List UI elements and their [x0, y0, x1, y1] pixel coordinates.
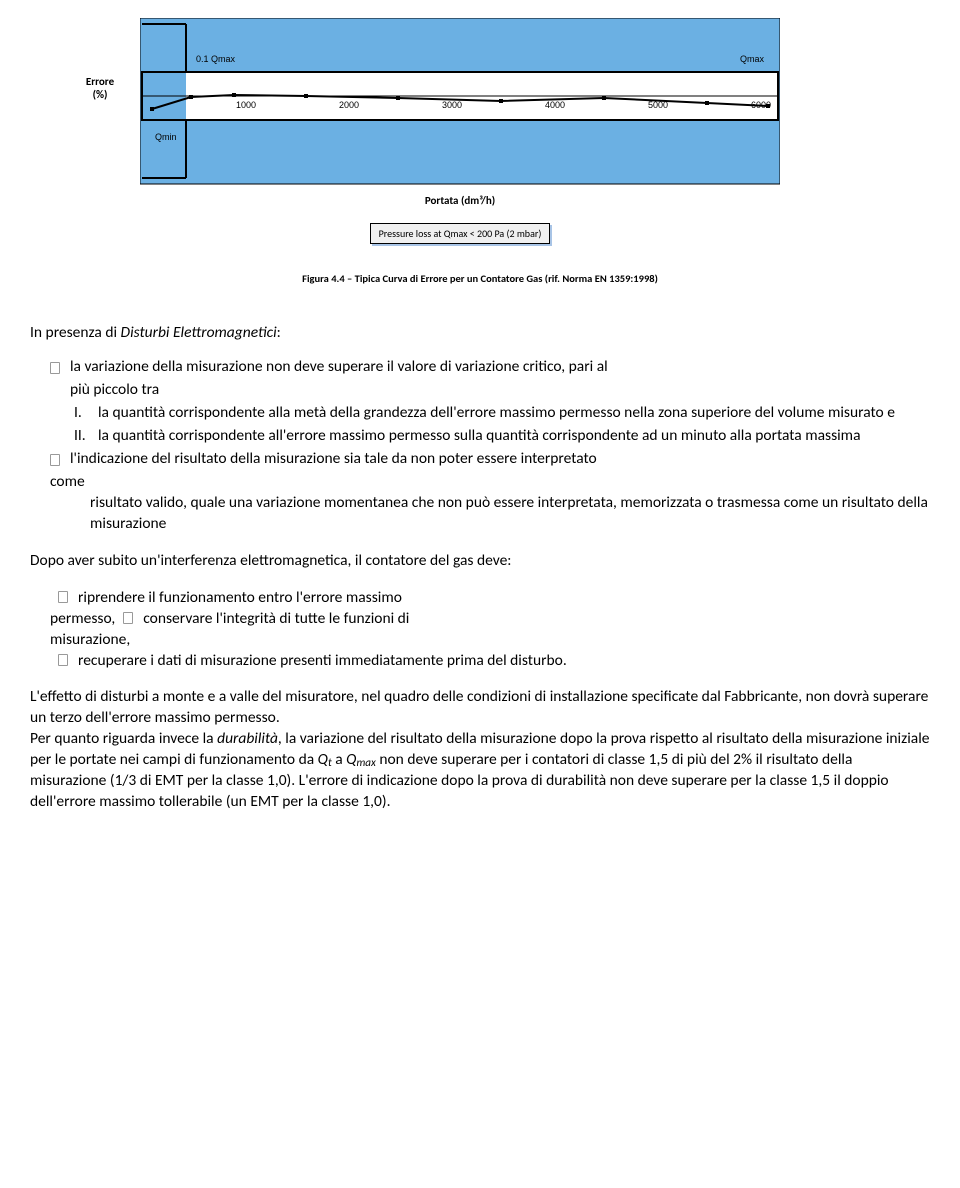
- b1-text: la variazione della misurazione non deve…: [70, 357, 608, 376]
- l2-1b-text: conservare l'integrità di tutte le funzi…: [143, 609, 409, 628]
- qmax: Q: [346, 750, 356, 769]
- bullet-1: la variazione della misurazione non deve…: [50, 357, 930, 378]
- b1-cont: più piccolo tra: [30, 380, 930, 401]
- heading-post: :: [277, 323, 281, 342]
- svg-text:2000: 2000: [339, 100, 359, 110]
- roman-1-text: la quantità corrispondente alla metà del…: [98, 403, 895, 422]
- bullet-2: l'indicazione del risultato della misura…: [50, 449, 930, 470]
- svg-text:3000: 3000: [442, 100, 462, 110]
- l2-line4: recuperare i dati di misurazione present…: [50, 651, 930, 672]
- y-axis-label: Errore (%): [75, 76, 125, 101]
- section-heading: In presenza di Disturbi Elettromagnetici…: [30, 323, 930, 344]
- l2-1b-pre: permesso,: [50, 609, 115, 628]
- l2-line3: misurazione,: [50, 630, 930, 651]
- para-after-1: Dopo aver subito un'interferenza elettro…: [30, 551, 930, 572]
- roman-list: I.la quantità corrispondente alla metà d…: [30, 403, 930, 447]
- b2-after: risultato valido, quale una variazione m…: [30, 493, 930, 535]
- ylabel-line1: Errore: [86, 75, 114, 88]
- svg-text:4000: 4000: [545, 100, 565, 110]
- svg-text:1000: 1000: [236, 100, 256, 110]
- bullet-list-2: riprendere il funzionamento entro l'erro…: [30, 588, 930, 672]
- pressure-loss-box: Pressure loss at Qmax < 200 Pa (2 mbar): [370, 223, 551, 245]
- figure-caption: Figura 4.4 – Tipica Curva di Errore per …: [30, 272, 930, 286]
- qt: Q: [318, 750, 328, 769]
- fp2a: Per quanto riguarda invece la: [30, 729, 217, 748]
- svg-text:Qmin: Qmin: [155, 132, 177, 142]
- x-axis-label: Portata (dm³/h): [140, 194, 780, 209]
- bullet-list-1b: l'indicazione del risultato della misura…: [30, 449, 930, 470]
- roman-2-text: la quantità corrispondente all'errore ma…: [98, 426, 861, 445]
- bullet-list-1: la variazione della misurazione non deve…: [30, 357, 930, 378]
- chart-container: Errore (%) 3 2 1 0 -1 -2 -3: [140, 18, 780, 244]
- heading-pre: In presenza di: [30, 323, 121, 342]
- fp2c: a: [332, 750, 346, 769]
- b2-come: come: [30, 472, 930, 493]
- svg-text:0.1 Qmax: 0.1 Qmax: [196, 54, 236, 64]
- l2-1-text: riprendere il funzionamento entro l'erro…: [78, 588, 402, 607]
- l2-line1: riprendere il funzionamento entro l'erro…: [50, 588, 930, 609]
- final-para-2: Per quanto riguarda invece la durabilità…: [30, 729, 930, 813]
- l2-2-text: recuperare i dati di misurazione present…: [78, 651, 567, 670]
- error-curve-chart: 3 2 1 0 -1 -2 -3 1000 2000 3000: [140, 18, 780, 190]
- svg-text:Qmax: Qmax: [740, 54, 765, 64]
- qmax-sub: max: [356, 755, 375, 769]
- b2-text: l'indicazione del risultato della misura…: [70, 449, 597, 468]
- roman-2: II.la quantità corrispondente all'errore…: [74, 426, 930, 447]
- fp2-ital: durabilità: [217, 729, 278, 748]
- final-para-1: L'effetto di disturbi a monte e a valle …: [30, 687, 930, 729]
- l2-line2: permesso, conservare l'integrità di tutte…: [50, 609, 930, 630]
- roman-1: I.la quantità corrispondente alla metà d…: [74, 403, 930, 424]
- heading-ital: Disturbi Elettromagnetici: [121, 323, 277, 342]
- ylabel-line2: (%): [93, 88, 108, 101]
